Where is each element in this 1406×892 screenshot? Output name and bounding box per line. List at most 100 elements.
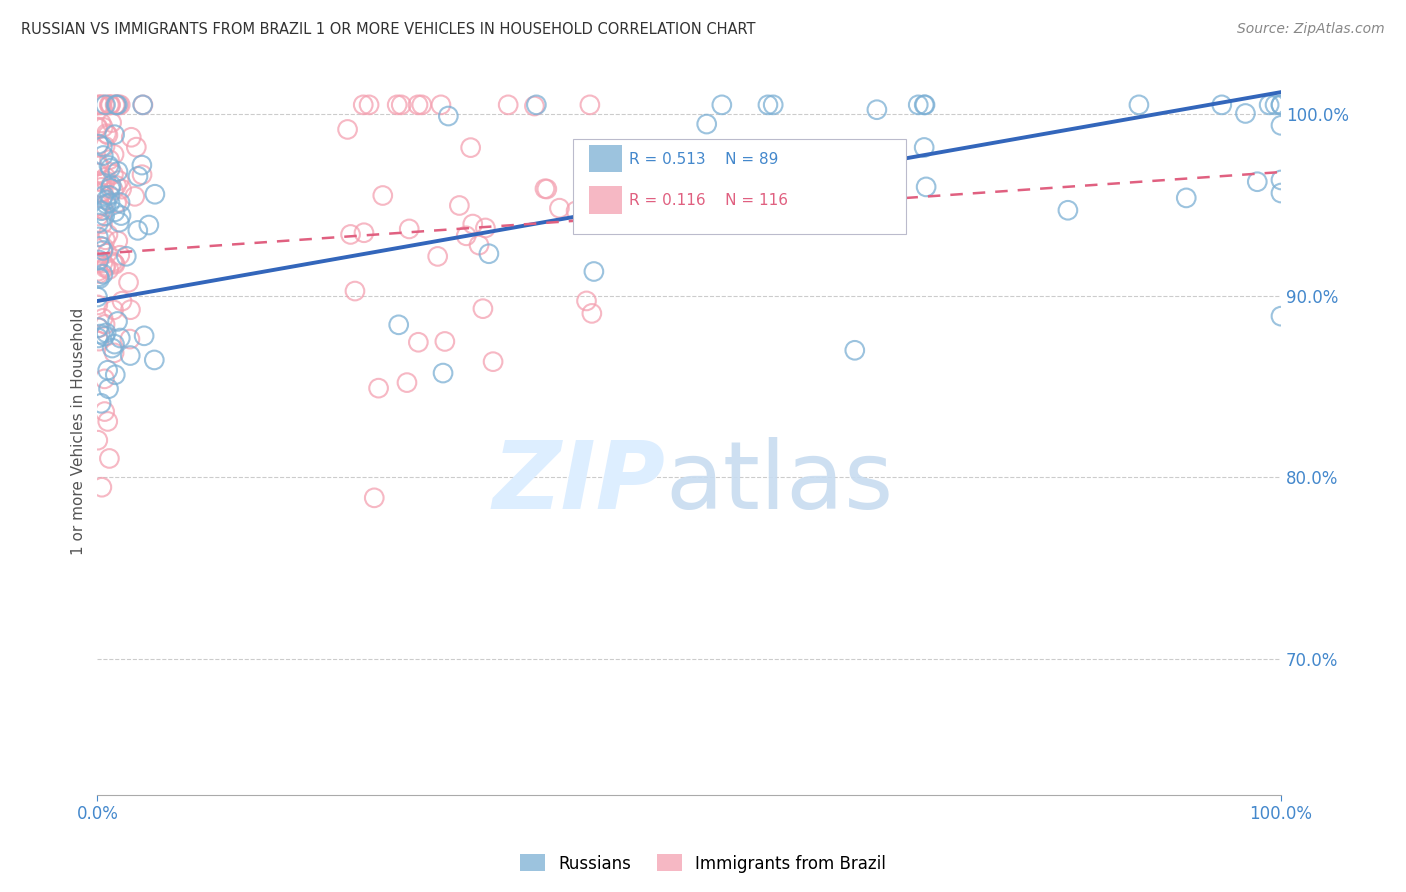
- Point: [87, 137, 110, 152]
- Point: [87, 159, 110, 173]
- Point: [87, 174, 110, 188]
- Point: [103, 302, 125, 317]
- Point: [96, 326, 118, 340]
- Point: [97, 382, 120, 396]
- Text: RUSSIAN VS IMMIGRANTS FROM BRAZIL 1 OR MORE VEHICLES IN HOUSEHOLD CORRELATION CH: RUSSIAN VS IMMIGRANTS FROM BRAZIL 1 OR M…: [21, 22, 755, 37]
- Point: [1128, 98, 1150, 112]
- Point: [398, 222, 420, 236]
- Point: [103, 337, 125, 351]
- Legend: Russians, Immigrants from Brazil: Russians, Immigrants from Brazil: [513, 847, 893, 880]
- Point: [98, 153, 121, 167]
- Point: [104, 98, 127, 112]
- Point: [131, 158, 153, 172]
- Point: [96, 197, 118, 211]
- Point: [89, 327, 111, 342]
- Y-axis label: 1 or more Vehicles in Household: 1 or more Vehicles in Household: [72, 308, 86, 556]
- Point: [388, 318, 411, 332]
- Point: [97, 262, 120, 277]
- Point: [741, 162, 763, 177]
- Point: [105, 98, 128, 112]
- Point: [844, 343, 866, 358]
- Point: [87, 98, 110, 112]
- Point: [87, 334, 110, 348]
- Point: [1258, 98, 1281, 112]
- Point: [432, 366, 454, 380]
- Point: [91, 244, 114, 258]
- Point: [98, 451, 121, 466]
- Point: [395, 376, 418, 390]
- Point: [1246, 175, 1268, 189]
- Point: [131, 168, 153, 182]
- Point: [108, 173, 131, 187]
- Point: [91, 175, 114, 189]
- Point: [100, 98, 122, 112]
- Point: [93, 372, 115, 386]
- Point: [97, 128, 120, 142]
- Point: [1264, 98, 1286, 112]
- Point: [125, 140, 148, 154]
- Point: [89, 267, 111, 281]
- Point: [367, 381, 389, 395]
- Point: [110, 98, 132, 112]
- Point: [98, 188, 121, 202]
- Point: [87, 331, 110, 345]
- Point: [94, 98, 117, 112]
- Point: [103, 346, 125, 360]
- Point: [93, 202, 115, 217]
- Text: ZIP: ZIP: [492, 437, 665, 529]
- Point: [86, 256, 108, 270]
- Point: [108, 215, 131, 229]
- Point: [86, 120, 108, 134]
- Point: [1211, 98, 1233, 112]
- Point: [107, 234, 129, 248]
- Point: [104, 257, 127, 271]
- Point: [353, 226, 375, 240]
- Point: [105, 98, 128, 112]
- Point: [96, 193, 118, 207]
- Text: atlas: atlas: [665, 437, 894, 529]
- Point: [108, 248, 131, 262]
- Point: [912, 98, 935, 112]
- Point: [579, 98, 602, 112]
- Point: [91, 217, 114, 231]
- Point: [93, 98, 115, 112]
- Point: [134, 328, 156, 343]
- Point: [408, 335, 430, 350]
- Point: [471, 301, 494, 316]
- Point: [91, 311, 114, 326]
- Point: [371, 188, 394, 202]
- Point: [87, 320, 110, 334]
- Point: [107, 98, 129, 112]
- Point: [914, 98, 936, 112]
- Point: [575, 293, 598, 308]
- Point: [87, 166, 110, 180]
- Point: [91, 148, 114, 162]
- Point: [105, 178, 128, 193]
- Point: [94, 139, 117, 153]
- Point: [1270, 98, 1292, 112]
- Text: Source: ZipAtlas.com: Source: ZipAtlas.com: [1237, 22, 1385, 37]
- FancyBboxPatch shape: [589, 145, 621, 172]
- Point: [912, 140, 935, 154]
- Point: [91, 139, 114, 153]
- Point: [120, 349, 142, 363]
- Point: [1270, 173, 1292, 187]
- Point: [456, 228, 478, 243]
- Point: [91, 267, 114, 281]
- Point: [482, 354, 505, 368]
- Point: [94, 174, 117, 188]
- Point: [696, 117, 718, 131]
- Point: [107, 314, 129, 328]
- Point: [762, 98, 785, 112]
- Point: [756, 98, 779, 112]
- Point: [90, 116, 112, 130]
- Point: [1234, 106, 1257, 120]
- Point: [98, 195, 121, 210]
- Point: [1270, 118, 1292, 132]
- Point: [91, 120, 114, 135]
- Point: [127, 223, 149, 237]
- Point: [110, 209, 132, 223]
- Point: [89, 271, 111, 285]
- Point: [97, 363, 120, 377]
- Point: [474, 221, 496, 235]
